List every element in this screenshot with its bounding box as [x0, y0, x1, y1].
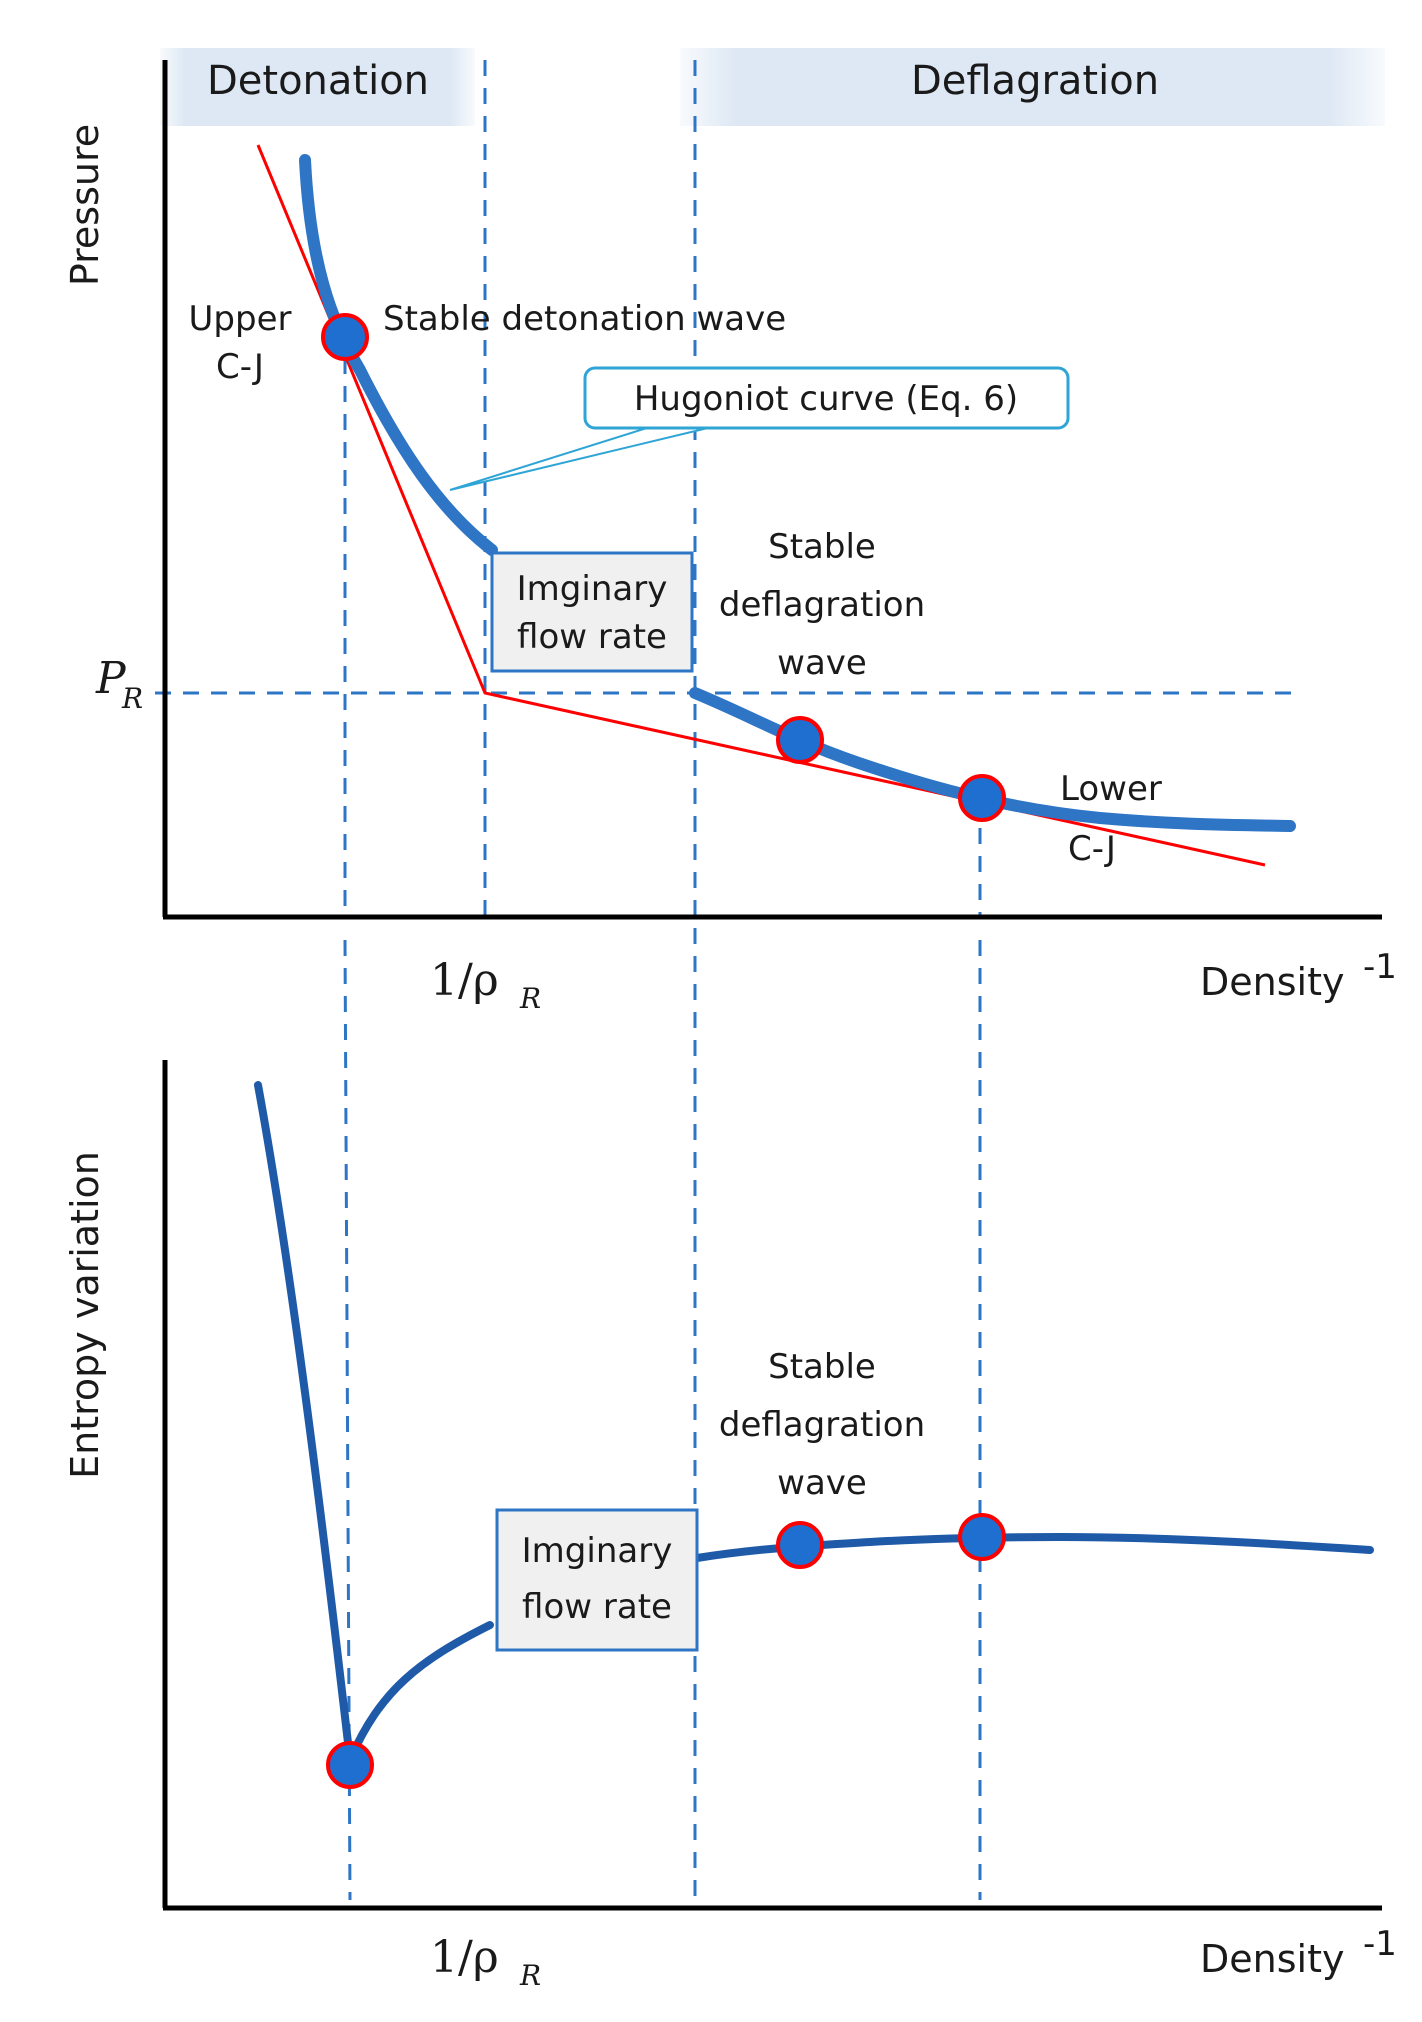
bottom-x-axis-superscript: -1 [1363, 1924, 1397, 1964]
bottom-y-axis-title: Entropy variation [63, 1151, 107, 1479]
bottom-imaginary-box: Imginary flow rate [495, 1508, 699, 1652]
header-deflagration-label: Deflagration [911, 58, 1159, 104]
marker-upper-cj [321, 313, 369, 361]
pr-label-sub: R [121, 682, 143, 715]
top-x-axis-superscript: -1 [1363, 947, 1397, 987]
hugoniot-callout-text: Hugoniot curve (Eq. 6) [634, 379, 1018, 419]
top-imaginary-line2: flow rate [517, 617, 667, 657]
marker-stable-deflagration-top [776, 716, 824, 764]
bottom-x-axis-title: Density -1 [1200, 1924, 1397, 1981]
guide-lines [155, 60, 1295, 1901]
marker-stable-deflagration-bottom [776, 1521, 824, 1569]
top-x-axis-title-text: Density [1200, 960, 1344, 1004]
top-rho-label-main: 1/ρ [430, 955, 499, 1006]
bottom-imaginary-rect [495, 1508, 699, 1652]
top-stable-deflag-line1: Stable [768, 527, 876, 567]
guide-upper-cj-bottom [343, 939, 352, 1901]
hugoniot-callout: Hugoniot curve (Eq. 6) [449, 366, 1070, 491]
top-rho-label: 1/ρ R [430, 955, 541, 1015]
bottom-imaginary-line2: flow rate [522, 1587, 672, 1627]
bottom-rho-label-sub: R [519, 1959, 541, 1992]
top-y-axis-title: Pressure [63, 124, 107, 286]
header-deflagration-band [680, 48, 1385, 126]
bottom-stable-deflag-line1: Stable [768, 1347, 876, 1387]
marker-lower-cj-bottom [958, 1513, 1006, 1561]
marker-lower-cj [958, 774, 1006, 822]
hugoniot-callout-box [583, 366, 1070, 430]
rayleigh-line [256, 144, 1266, 867]
lower-cj-line2: C-J [1068, 829, 1116, 869]
top-imaginary-line1: Imginary [517, 569, 668, 609]
bottom-stable-deflag-line2: deflagration [719, 1405, 925, 1445]
top-x-axis-title: Density -1 [1200, 947, 1397, 1004]
header-deflagration: Deflagration [680, 48, 1385, 126]
upper-cj-line1: Upper [189, 299, 292, 339]
upper-cj-line2: C-J [216, 347, 264, 387]
bottom-axes [162, 1060, 1382, 1911]
bottom-markers [326, 1513, 1006, 1789]
top-stable-deflag-line3: wave [777, 643, 867, 683]
top-stable-deflag-line2: deflagration [719, 585, 925, 625]
top-axes [162, 60, 1382, 920]
top-markers [321, 313, 1006, 822]
header-detonation-label: Detonation [207, 58, 429, 104]
bottom-rho-label: 1/ρ R [430, 1932, 541, 1992]
top-imaginary-rect [490, 551, 694, 673]
bottom-stable-deflag-line3: wave [777, 1463, 867, 1503]
top-rho-label-sub: R [519, 982, 541, 1015]
header-detonation-band [160, 48, 475, 126]
bottom-imaginary-line1: Imginary [522, 1531, 673, 1571]
bottom-x-axis-title-text: Density [1200, 1937, 1344, 1981]
pr-label-main: P [95, 653, 127, 704]
lower-cj-line1: Lower [1060, 769, 1162, 809]
marker-entropy-minimum [326, 1741, 374, 1789]
header-detonation: Detonation [160, 48, 475, 126]
stable-detonation-label: Stable detonation wave [383, 299, 786, 339]
hugoniot-callout-pointer [449, 426, 713, 491]
top-imaginary-box: Imginary flow rate [490, 551, 694, 673]
bottom-rho-label-main: 1/ρ [430, 1932, 499, 1983]
pr-label: P R [95, 653, 143, 715]
